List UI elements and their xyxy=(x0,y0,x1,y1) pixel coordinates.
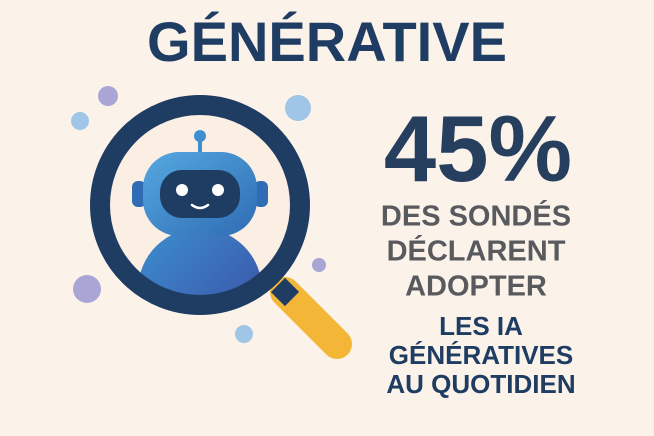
magnifier xyxy=(90,95,352,359)
stat-value: 45% xyxy=(384,96,572,201)
stat-line: DÉCLARENT xyxy=(387,234,566,268)
highlight-line: AU QUOTIDIEN xyxy=(386,369,575,399)
decor-dots xyxy=(71,86,326,343)
title: GÉNÉRATIVE xyxy=(147,10,507,73)
highlight-line: LES IA xyxy=(439,311,523,341)
stat-text: DES SONDÉS DÉCLARENT ADOPTER xyxy=(381,199,571,303)
stat-highlight: LES IA GÉNÉRATIVES AU QUOTIDIEN xyxy=(386,311,575,399)
highlight-line: GÉNÉRATIVES xyxy=(389,340,573,370)
robot xyxy=(132,130,268,297)
stat-line: DES SONDÉS xyxy=(381,199,571,233)
stat-line: ADOPTER xyxy=(405,271,547,303)
